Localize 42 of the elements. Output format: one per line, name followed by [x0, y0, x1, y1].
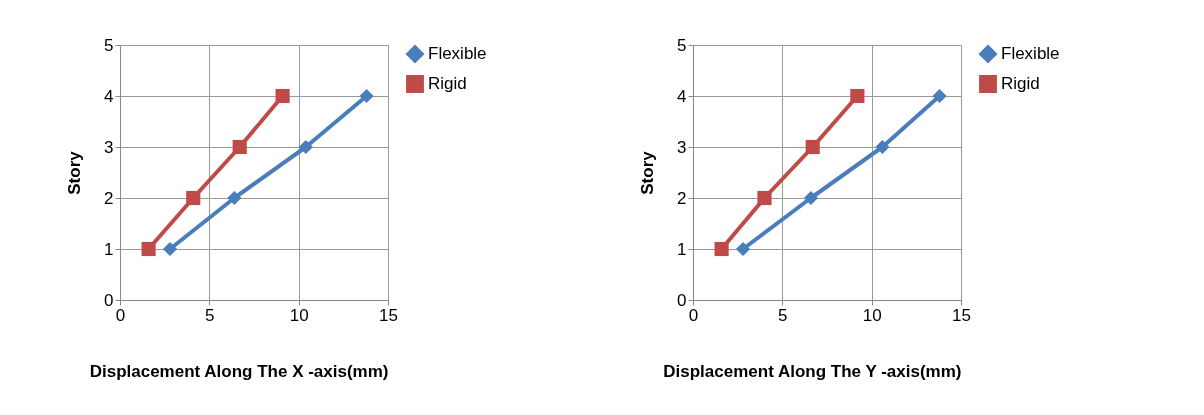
legend-label: Rigid — [1001, 74, 1040, 93]
y-tick-label: 0 — [104, 290, 114, 310]
point — [803, 190, 818, 206]
point — [805, 139, 820, 155]
x-axis-title: Displacement Along The Y -axis(mm) — [663, 361, 962, 381]
point — [359, 88, 374, 104]
point — [298, 139, 313, 155]
x-tick-label: 5 — [205, 305, 215, 325]
y-tick-label: 5 — [104, 35, 114, 55]
x-tick-label: 15 — [379, 305, 398, 325]
x-tick-label: 10 — [862, 305, 882, 325]
point — [735, 241, 751, 257]
point — [227, 190, 242, 206]
y-axis-title: Story — [638, 150, 658, 195]
point — [850, 88, 865, 104]
y-tick-label: 1 — [677, 239, 687, 259]
y-tick-label: 3 — [104, 137, 114, 157]
legend-label: Flexible — [1001, 44, 1060, 63]
y-tick-label: 3 — [677, 137, 687, 157]
y-axis-title: Story — [65, 150, 85, 195]
x-tick-label: 15 — [952, 305, 971, 325]
y-tick-label: 4 — [104, 86, 114, 106]
point — [186, 190, 201, 206]
y-tick-label: 5 — [677, 35, 687, 55]
point — [875, 139, 890, 155]
point — [714, 241, 729, 257]
y-tick-label: 1 — [104, 239, 114, 259]
y-tick-label: 0 — [677, 290, 687, 310]
legend-label: Flexible — [428, 44, 487, 63]
point — [932, 88, 947, 104]
y-tick-label: 2 — [104, 188, 114, 208]
point — [232, 139, 247, 155]
x-axis-title: Displacement Along The X -axis(mm) — [89, 361, 389, 381]
point — [757, 190, 772, 206]
y-tick-label: 2 — [677, 188, 687, 208]
point — [275, 88, 290, 104]
y-tick-label: 4 — [677, 86, 687, 106]
legend-label: Rigid — [428, 74, 467, 93]
point — [141, 241, 156, 257]
x-tick-label: 10 — [289, 305, 309, 325]
x-tick-label: 5 — [778, 305, 788, 325]
point — [162, 241, 178, 257]
